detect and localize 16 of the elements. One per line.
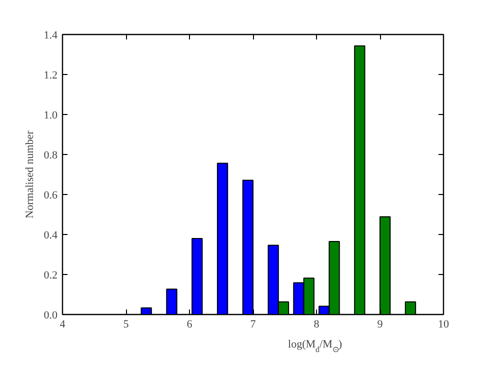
- x-tick-label: 7: [250, 318, 256, 330]
- y-tick-label: 1.2: [44, 70, 58, 82]
- y-tick-label: 1.4: [44, 30, 58, 42]
- y-tick-label: 0.8: [44, 150, 58, 162]
- y-axis-title: Normalised number: [24, 130, 36, 218]
- y-tick-label: 0.0: [44, 310, 58, 322]
- y-tick-label: 0.2: [44, 270, 58, 282]
- y-tick-label: 1.0: [44, 110, 58, 122]
- y-tick-label: 0.4: [44, 230, 58, 242]
- x-tick-label: 5: [123, 318, 130, 330]
- x-tick-label: 10: [438, 318, 450, 330]
- x-tick-label: 6: [186, 318, 193, 330]
- x-tick-label: 9: [377, 318, 384, 330]
- y-tick-label: 0.6: [44, 190, 58, 202]
- x-tick-label: 8: [314, 318, 320, 330]
- x-tick-label: 4: [60, 318, 66, 330]
